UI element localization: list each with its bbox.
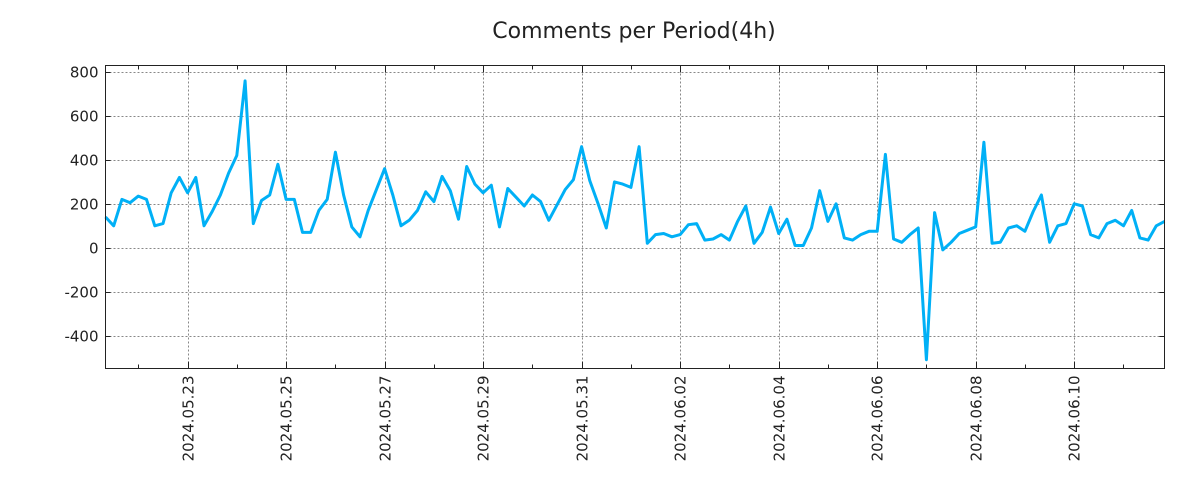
chart-title: Comments per Period(4h)	[492, 19, 776, 44]
y-tick-label: 800	[70, 64, 99, 82]
x-tick-label: 2024.06.10	[1066, 376, 1084, 462]
x-tick-label: 2024.06.02	[672, 376, 690, 462]
x-tick-label: 2024.06.06	[869, 376, 887, 462]
x-tick-label: 2024.05.23	[180, 376, 198, 462]
x-tick-label: 2024.05.29	[475, 376, 493, 462]
x-tick-label: 2024.05.27	[377, 376, 395, 462]
x-tick-label: 2024.05.25	[278, 376, 296, 462]
x-tick-label: 2024.06.08	[968, 376, 986, 462]
y-tick-label: -400	[64, 328, 98, 346]
y-tick-label: 0	[89, 240, 99, 258]
y-tick-label: -200	[64, 284, 98, 302]
x-axis: 2024.05.23 2024.05.25 2024.05.27 2024.05.29…	[138, 65, 1124, 462]
y-tick-label: 200	[70, 196, 99, 214]
y-tick-label: 400	[70, 152, 99, 170]
y-tick-label: 600	[70, 108, 99, 126]
y-axis: 800 600 400 200 0 -200 -400	[64, 64, 1165, 346]
grid	[105, 65, 1165, 369]
plot-frame	[105, 65, 1165, 369]
x-tick-label: 2024.05.31	[574, 376, 592, 462]
series-line-comments	[104, 79, 1166, 362]
x-tick-label: 2024.06.04	[771, 376, 789, 462]
